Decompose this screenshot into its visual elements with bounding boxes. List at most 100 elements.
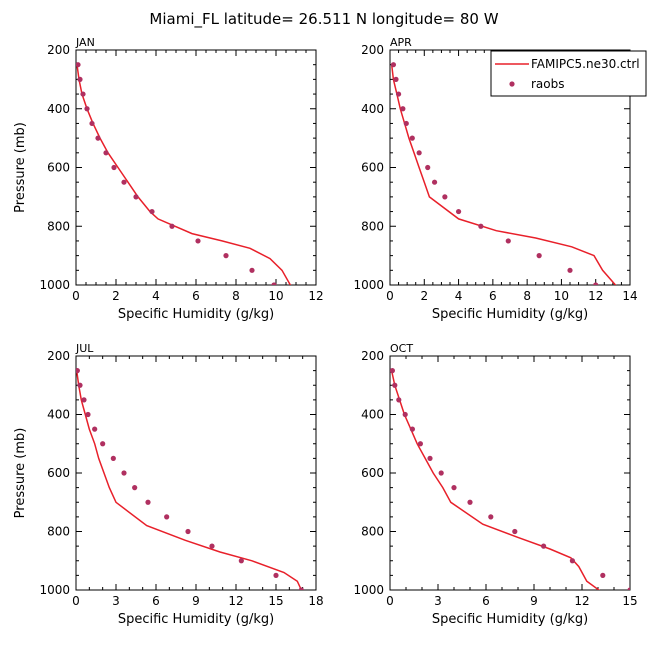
x-tick-label: 0 — [386, 289, 394, 303]
obs-point — [427, 455, 433, 461]
series-line-model — [76, 64, 292, 285]
plot-frame — [389, 355, 631, 591]
obs-point — [392, 382, 398, 388]
obs-point — [164, 514, 170, 520]
obs-point — [478, 223, 484, 229]
y-tick-label: 400 — [361, 408, 384, 422]
obs-point — [145, 499, 151, 505]
x-tick-label: 0 — [72, 594, 80, 608]
y-tick-label: 400 — [47, 408, 70, 422]
obs-point — [185, 528, 191, 535]
x-tick-label: 10 — [554, 289, 569, 303]
panel-title: JUL — [75, 342, 94, 355]
obs-point — [390, 368, 395, 374]
panel-jan: JAN 0 2 4 6 8 10 12 200 400 600 800 1000 Specific Hum… — [13, 36, 324, 322]
y-tick-label: 200 — [47, 43, 70, 57]
x-tick-label: 12 — [308, 289, 323, 303]
obs-point — [271, 282, 277, 285]
figure-title: Miami_FL latitude= 26.511 N longitude= 8… — [149, 10, 498, 29]
obs-point — [85, 411, 91, 418]
x-axis-label: Specific Humidity (g/kg) — [432, 307, 588, 322]
x-tick-label: 4 — [455, 289, 463, 303]
obs-point — [80, 91, 86, 97]
obs-point — [76, 62, 81, 68]
obs-point — [431, 179, 438, 185]
y-tick-label: 200 — [361, 43, 384, 57]
obs-point — [273, 572, 279, 578]
obs-point — [76, 368, 80, 374]
obs-point — [593, 282, 599, 285]
obs-point — [84, 106, 90, 112]
obs-point — [403, 120, 409, 127]
obs-point — [541, 543, 547, 549]
y-tick-label: 600 — [47, 161, 70, 175]
y-tick-label: 1000 — [39, 583, 70, 597]
obs-point — [396, 397, 402, 403]
obs-point — [488, 514, 494, 520]
y-tick-label: 400 — [361, 102, 384, 116]
y-tick-label: 200 — [47, 349, 70, 363]
obs-point — [77, 382, 83, 388]
obs-point — [89, 120, 95, 127]
x-tick-label: 12 — [228, 594, 243, 608]
y-tick-label: 800 — [47, 525, 70, 539]
y-tick-label: 800 — [47, 219, 70, 233]
x-axis-label: Specific Humidity (g/kg) — [118, 307, 274, 322]
obs-point — [169, 223, 175, 229]
panel-jul: JUL 0 3 6 9 12 15 18 200 400 600 800 1000 Specific Hu… — [13, 342, 324, 627]
obs-point — [103, 150, 109, 156]
plot-area — [390, 62, 617, 285]
obs-point — [249, 267, 255, 273]
x-tick-label: 2 — [420, 289, 428, 303]
obs-point — [110, 455, 116, 461]
obs-point — [409, 135, 415, 141]
x-tick-label: 9 — [530, 594, 538, 608]
x-tick-label: 10 — [268, 289, 283, 303]
x-tick-label: 6 — [489, 289, 497, 303]
x-tick-label: 4 — [152, 289, 160, 303]
obs-point — [111, 164, 117, 171]
obs-point — [92, 426, 98, 432]
obs-point — [81, 397, 87, 403]
obs-point — [567, 267, 573, 273]
panel-oct: OCT 0 3 6 9 12 15 200 400 600 800 1000 Specific Humi… — [353, 342, 637, 627]
y-tick-label: 400 — [47, 102, 70, 116]
obs-point — [393, 76, 399, 82]
y-tick-label: 600 — [47, 466, 70, 480]
obs-point — [223, 253, 229, 259]
obs-point — [133, 194, 139, 200]
x-tick-label: 9 — [192, 594, 200, 608]
y-tick-label: 800 — [361, 525, 384, 539]
plot-frame — [75, 355, 317, 591]
obs-point — [416, 150, 422, 156]
y-tick-label: 1000 — [39, 278, 70, 292]
obs-point — [417, 441, 423, 447]
legend-box — [490, 50, 647, 97]
obs-point — [512, 528, 518, 535]
x-tick-label: 12 — [588, 289, 603, 303]
obs-point — [442, 194, 448, 200]
obs-point — [238, 558, 244, 564]
x-tick-label: 15 — [622, 594, 637, 608]
obs-point — [467, 499, 473, 505]
plot-area — [76, 368, 304, 590]
obs-point — [149, 208, 155, 215]
obs-point — [390, 62, 397, 68]
obs-point — [536, 253, 542, 259]
obs-point — [455, 208, 462, 215]
y-tick-label: 600 — [361, 466, 384, 480]
x-tick-label: 15 — [268, 594, 283, 608]
obs-point — [400, 106, 406, 112]
series-line-model — [76, 370, 303, 590]
legend: FAMIPC5.ne30.ctrl raobs — [490, 50, 647, 97]
panel-title: APR — [390, 36, 412, 49]
obs-point — [425, 164, 431, 171]
panel-title: JAN — [75, 36, 95, 49]
panel-title: OCT — [390, 342, 413, 355]
x-axis-label: Specific Humidity (g/kg) — [118, 612, 274, 627]
obs-point — [395, 91, 402, 97]
panel-apr: APR 0 2 4 6 8 10 12 14 200 400 600 800 1000 Specific H… — [353, 36, 647, 322]
legend-dot-swatch — [509, 81, 515, 87]
